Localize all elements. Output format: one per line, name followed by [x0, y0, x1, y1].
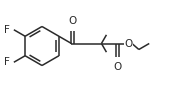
Text: O: O — [124, 39, 133, 49]
Text: F: F — [4, 25, 10, 35]
Text: O: O — [69, 16, 77, 25]
Text: O: O — [114, 61, 122, 72]
Text: F: F — [4, 57, 10, 67]
